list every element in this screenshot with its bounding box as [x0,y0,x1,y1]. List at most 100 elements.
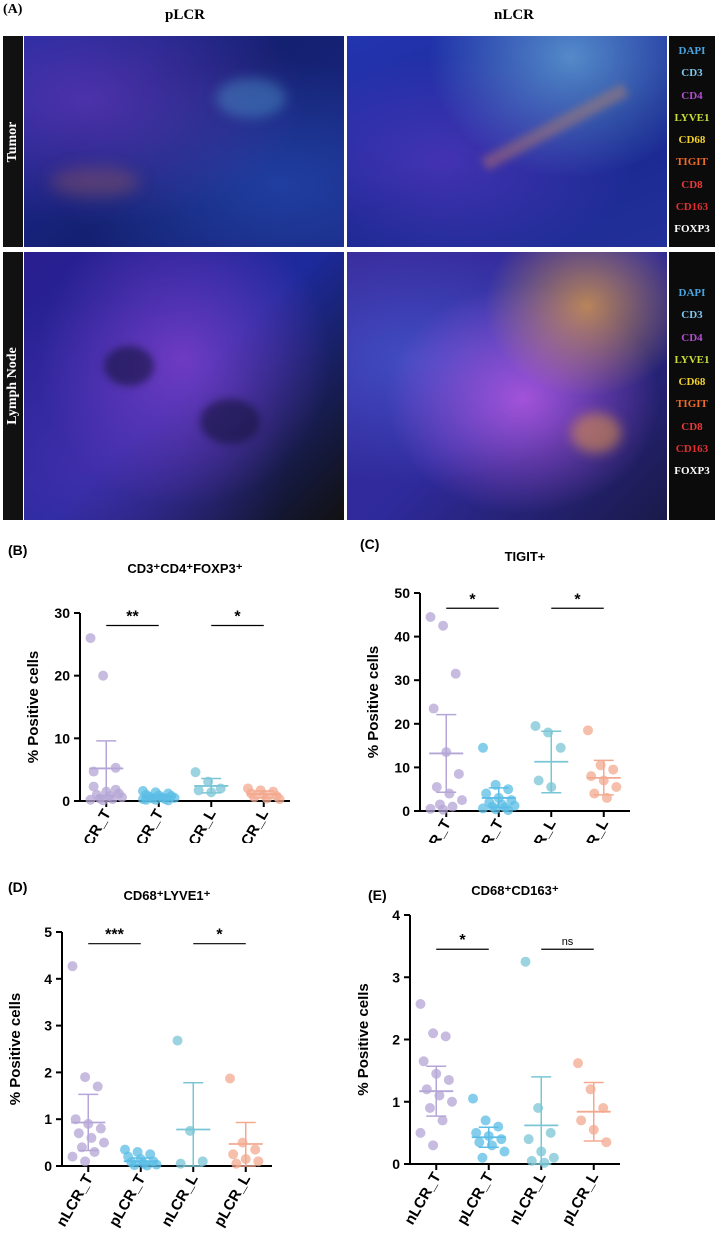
panel-letter: (B) [8,542,27,558]
y-tick-label: 0 [44,1158,52,1174]
data-point [576,1115,587,1126]
x-tick-label: pLCR_L [569,817,612,844]
data-point [215,783,226,794]
panel-a-letter: (A) [3,2,23,17]
data-point [225,1073,235,1084]
x-tick-label: pLCR_L [211,1172,254,1230]
significance-label: * [574,591,581,608]
data-point [142,1160,153,1171]
column-header-plcr: pLCR [164,7,205,23]
data-point [480,1115,491,1126]
y-axis-label: % Positive cells [25,651,42,764]
data-point [611,782,622,793]
column-header-nlcr: nLCR [493,7,534,23]
significance-label: ns [562,936,574,948]
data-point [197,1156,208,1167]
legend-cd163: CD163 [675,443,709,456]
micrograph-lymph-nlcr [347,252,667,520]
y-tick-label: 50 [394,585,410,601]
legend-cd4: CD4 [681,89,703,102]
x-tick-label: nLCR_T [401,1170,444,1228]
row-label-lymph-node: Lymph Node [3,252,23,520]
data-point [95,1123,106,1134]
y-tick-label: 1 [44,1111,52,1127]
y-axis-label: % Positive cells [7,993,24,1106]
data-point [447,801,458,812]
data-point [89,1146,100,1157]
row-label-tumor: Tumor [3,36,23,247]
y-tick-label: 20 [54,668,70,684]
data-point [573,1058,583,1069]
data-point [274,794,285,805]
legend-cd68: CD68 [678,134,706,147]
chart-panel-e: (E) CD68⁺CD163⁺ 0 1 2 3 4 % Positive cells nLCR_… [358,883,620,1228]
data-point [190,767,201,778]
data-point [471,1127,482,1138]
micrograph-tumor-plcr [24,36,344,247]
data-point [172,1035,183,1046]
x-tick-label: nLCR_L [176,807,219,844]
data-point [520,956,531,967]
y-axis-label: % Positive cells [365,646,382,759]
data-point [468,1093,478,1104]
x-tick-label: pLCR_T [464,817,507,844]
x-tick-label: pLCR_T [106,1172,149,1230]
chart-panel-b: (B) CD3⁺CD4⁺FOXP3⁺ 0 10 20 30 % Positive cells… [8,542,290,844]
data-point [496,1134,507,1145]
significance-label: * [459,932,466,949]
data-point [88,781,99,792]
x-tick-label: pLCR_L [559,1170,602,1228]
significance-label: * [469,591,476,608]
data-point [555,742,566,753]
data-point [447,1096,457,1107]
legend-dapi: DAPI [678,287,706,299]
data-point [425,611,436,622]
data-point [80,1156,91,1167]
data-point [478,742,488,753]
data-point [231,1158,242,1169]
data-point [548,1152,559,1163]
x-tick-label: nLCR_T [411,817,454,844]
micrograph-tumor-nlcr [347,36,667,247]
x-tick-label: pLCR_L [229,807,272,844]
data-point [586,771,597,782]
data-point [163,795,174,806]
chart-title: CD3⁺CD4⁺FOXP3⁺ [127,561,242,576]
row-label-tumor-text: Tumor [5,121,20,162]
y-tick-label: 20 [394,716,410,732]
data-point [453,768,464,779]
y-tick-label: 3 [44,1018,52,1034]
legend-cd8: CD8 [681,420,703,433]
legend-cd68: CD68 [678,376,706,389]
data-point [117,792,127,803]
y-axis-label: % Positive cells [358,983,372,1096]
data-point [499,1146,510,1157]
y-tick-label: 2 [392,1032,400,1048]
data-point [583,725,593,736]
data-point [76,1142,87,1153]
legend-tigit: TIGIT [676,156,708,169]
data-point [99,1137,109,1148]
x-tick-label: nLCR_L [516,817,559,844]
legend-cd3: CD3 [681,67,703,80]
data-point [424,1102,435,1113]
data-point [478,803,488,814]
data-point [418,1056,429,1067]
data-point [428,703,439,714]
data-point [450,668,461,679]
marker-legend-lymph: DAPI CD3 CD4 LYVE1 CD68 TIGIT CD8 CD163 FOXP3 [669,252,715,520]
legend-cd163: CD163 [675,201,709,214]
data-point [598,1102,609,1113]
data-point [428,1140,439,1151]
data-point [85,633,96,644]
y-tick-label: 5 [44,924,52,940]
legend-cd8: CD8 [681,178,703,191]
significance-label: *** [105,927,124,944]
data-point [438,804,449,815]
legend-cd4: CD4 [681,331,703,344]
panel-letter: (D) [8,879,27,895]
y-tick-label: 1 [392,1094,400,1110]
data-point [421,1084,432,1095]
data-point [250,1144,261,1155]
data-point [428,1028,439,1039]
